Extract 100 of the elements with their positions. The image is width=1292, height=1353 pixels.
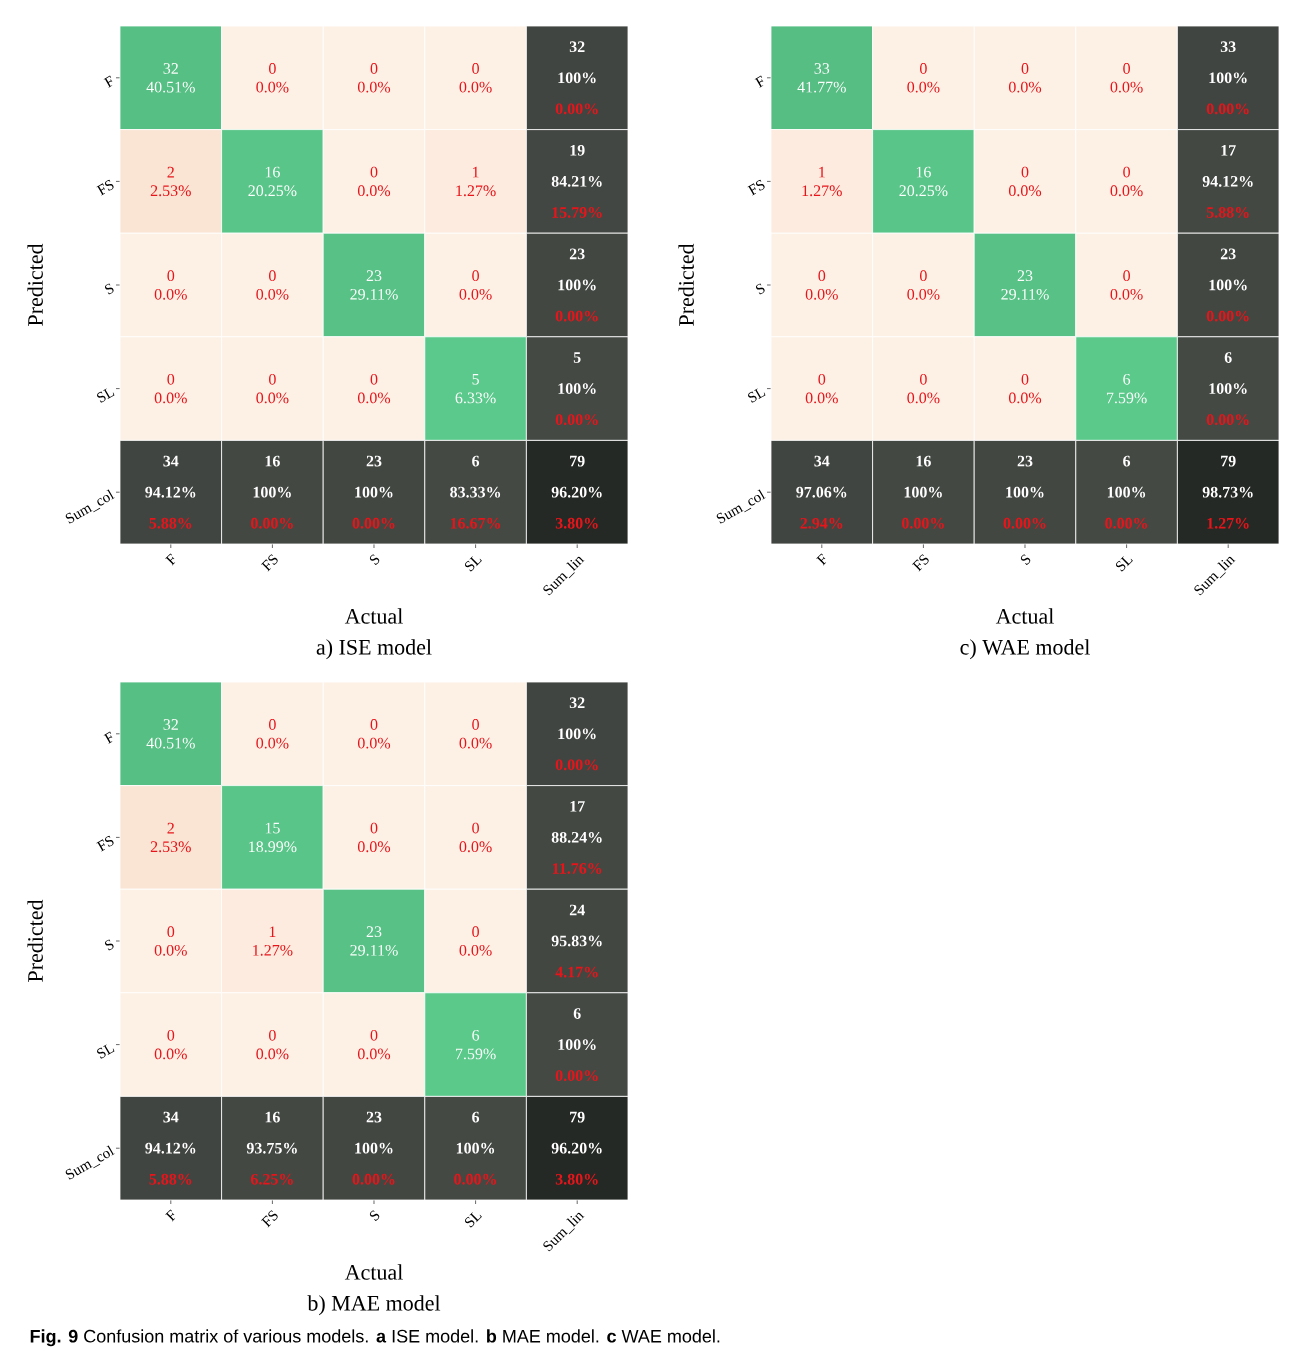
data-label: 0 [472,719,479,730]
data-label: 16 [265,1111,280,1123]
data-label: 34 [163,1111,179,1123]
annotation: 0.0% [357,841,391,853]
data-label: 0 [269,63,276,74]
annotation: 5.88% [149,517,192,529]
annotation: 0.0% [1008,81,1042,93]
annotation: 5.88% [1206,207,1249,218]
annotation: 100% [558,728,596,740]
data-label: 0 [1021,373,1029,385]
x-tick-label: F [165,1209,176,1222]
annotation: 100% [1006,486,1044,498]
x-tick-label: S [369,1210,380,1221]
data-label: 2 [167,166,174,178]
y-axis-title: Predicted [678,243,694,326]
y-axis-title: Predicted [27,243,43,326]
annotation: 0.0% [256,1048,289,1060]
annotation: 6.25% [250,1173,293,1185]
data-label: 0 [472,822,479,834]
annotation: 95.83% [551,935,602,947]
data-label: 16 [265,455,280,467]
annotation: 0.0% [907,81,940,93]
x-tick-label: FS [911,554,929,572]
data-label: 17 [570,801,585,812]
data-label: 34 [163,455,179,467]
data-label: 0 [167,926,175,938]
annotation: 4.17% [555,966,598,978]
annotation: 0.00% [555,1070,598,1082]
data-label: 16 [916,455,931,467]
data-label: 0 [269,1029,276,1041]
annotation: 88.24% [551,831,602,843]
annotation: 7.59% [1106,392,1147,404]
x-tick-label: FS [260,1210,278,1228]
annotation: 0.0% [154,392,187,404]
annotation: 0.0% [1110,288,1143,300]
x-tick-label: F [165,553,176,566]
annotation: 100% [558,1039,596,1051]
annotation: 0.00% [555,310,598,322]
annotation: 11.76% [552,863,602,874]
data-label: 0 [818,270,826,282]
data-label: 0 [167,373,175,385]
annotation: 100% [904,486,942,498]
data-label: 23 [1017,270,1033,282]
y-tick-label: SL [97,388,115,403]
data-label: 0 [472,63,479,74]
annotation: 3.80% [555,1173,598,1185]
x-axis-title: Actual [344,1264,403,1280]
annotation: 0.0% [357,737,391,749]
annotation: 2.53% [150,185,191,197]
y-tick-label: FS [96,835,114,852]
data-label: 24 [569,904,585,916]
annotation: 0.0% [907,288,940,300]
text: c) WAE model [960,639,1090,660]
annotation: 0.0% [256,392,289,404]
annotation: 100% [1209,72,1247,84]
data-label: 0 [269,270,276,282]
annotation: 0.0% [154,288,187,300]
data-label: 32 [569,697,585,709]
annotation: 0.00% [555,414,598,426]
annotation: 96.20% [551,1142,602,1154]
annotation: 15.79% [552,207,602,218]
data-label: 0 [370,719,378,730]
data-label: 0 [1123,270,1130,282]
y-tick-label: S [755,283,765,295]
annotation: 0.0% [1008,185,1042,197]
annotation: 84.21% [551,175,602,187]
annotation: 0.0% [256,288,289,300]
annotation: 83.33% [450,486,501,498]
text: b) MAE model [307,1295,441,1316]
data-label: 0 [818,373,826,385]
data-label: 34 [814,455,830,467]
annotation: 6.33% [455,392,496,404]
annotation: 40.51% [146,81,195,93]
data-label: 6 [1224,352,1232,363]
data-label: 23 [1017,455,1033,467]
data-label: 0 [1021,63,1029,74]
annotation: 0.0% [154,1048,187,1060]
annotation: 20.25% [248,185,297,197]
x-tick-label: FS [260,554,278,572]
annotation: 2.94% [800,517,843,529]
data-label: 5 [472,373,479,385]
annotation: 96.20% [551,486,602,498]
data-label: 6 [1123,455,1131,467]
annotation: 0.0% [1110,185,1143,197]
data-label: 23 [569,248,585,260]
text: a) ISE model [316,639,432,660]
y-tick-label: S [104,283,114,295]
data-label: 16 [916,166,931,178]
x-axis-title: Actual [995,608,1054,624]
data-label: 0 [920,270,927,282]
data-label: 1 [269,926,276,937]
data-label: 0 [1021,166,1029,178]
data-label: 0 [1123,166,1130,178]
data-label: 23 [366,1111,382,1123]
annotation: 1.27% [253,944,293,956]
annotation: 20.25% [899,185,948,197]
annotation: 0.0% [154,944,187,956]
annotation: 0.0% [357,392,391,404]
data-label: 0 [370,822,378,834]
y-tick-label: SL [748,388,766,403]
